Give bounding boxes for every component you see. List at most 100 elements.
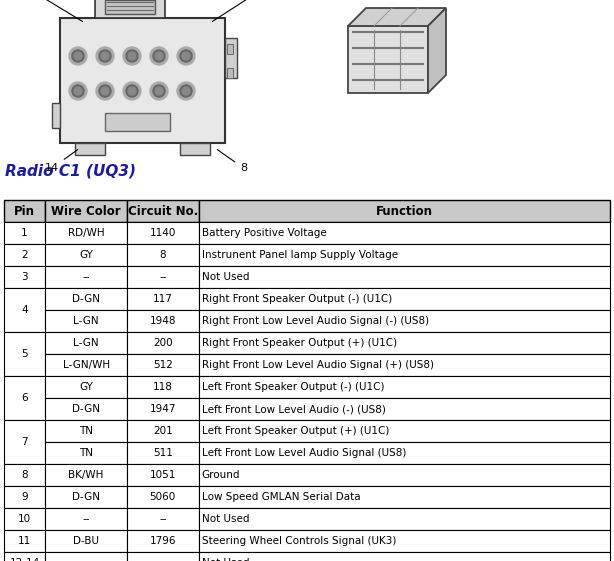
Circle shape [182, 87, 190, 95]
Circle shape [150, 82, 168, 100]
Text: 10: 10 [18, 514, 31, 524]
Text: Right Front Low Level Audio Signal (-) (US8): Right Front Low Level Audio Signal (-) (… [201, 316, 429, 326]
Bar [198, 266, 610, 288]
Bar [127, 288, 198, 310]
Circle shape [180, 85, 192, 97]
Text: Right Front Low Level Audio Signal (+) (US8): Right Front Low Level Audio Signal (+) (… [201, 360, 433, 370]
Text: Left Front Low Level Audio Signal (US8): Left Front Low Level Audio Signal (US8) [201, 448, 406, 458]
Bar [4, 464, 45, 486]
Text: 11: 11 [18, 536, 31, 546]
Bar [105, 0, 155, 14]
Circle shape [96, 82, 114, 100]
Bar [198, 200, 610, 222]
Circle shape [182, 52, 190, 60]
Text: --: -- [159, 272, 166, 282]
Bar [198, 354, 610, 376]
Bar [198, 244, 610, 266]
Bar [95, 0, 165, 18]
Text: 1947: 1947 [150, 404, 176, 414]
Text: 1140: 1140 [150, 228, 176, 238]
Circle shape [72, 85, 84, 97]
Bar [180, 143, 210, 155]
Text: Steering Wheel Controls Signal (UK3): Steering Wheel Controls Signal (UK3) [201, 536, 396, 546]
Bar [198, 288, 610, 310]
Text: L-GN/WH: L-GN/WH [63, 360, 110, 370]
Bar [45, 486, 127, 508]
Text: Radio C1 (UQ3): Radio C1 (UQ3) [5, 163, 136, 178]
Text: 511: 511 [153, 448, 173, 458]
Text: 1: 1 [21, 228, 28, 238]
Text: --: -- [159, 514, 166, 524]
Circle shape [101, 87, 109, 95]
Bar [4, 552, 45, 561]
Text: Wire Color: Wire Color [52, 205, 121, 218]
Text: 117: 117 [153, 294, 173, 304]
Circle shape [128, 52, 136, 60]
Bar [127, 420, 198, 442]
Text: Right Front Speaker Output (+) (U1C): Right Front Speaker Output (+) (U1C) [201, 338, 397, 348]
Circle shape [180, 50, 192, 62]
Bar [4, 222, 45, 244]
Text: Not Used: Not Used [201, 558, 249, 561]
Bar [198, 442, 610, 464]
Bar [45, 552, 127, 561]
Bar [127, 552, 198, 561]
Text: Low Speed GMLAN Serial Data: Low Speed GMLAN Serial Data [201, 492, 360, 502]
Bar [198, 398, 610, 420]
Circle shape [126, 85, 138, 97]
Text: 1: 1 [212, 0, 260, 21]
Text: --: -- [82, 514, 90, 524]
Text: --: -- [82, 558, 90, 561]
Bar [45, 442, 127, 464]
Bar [45, 530, 127, 552]
Text: 1796: 1796 [150, 536, 176, 546]
Text: GY: GY [79, 382, 93, 392]
Circle shape [150, 47, 168, 65]
Text: 14: 14 [45, 150, 78, 173]
Bar [4, 420, 45, 464]
Bar [60, 18, 225, 143]
Text: Pin: Pin [14, 205, 35, 218]
Bar [4, 486, 45, 508]
Bar [4, 200, 45, 222]
Bar [127, 354, 198, 376]
Bar [198, 530, 610, 552]
Text: BK/WH: BK/WH [68, 470, 104, 480]
Text: TN: TN [79, 426, 93, 436]
Text: 7: 7 [21, 437, 28, 447]
Circle shape [101, 52, 109, 60]
Circle shape [74, 87, 82, 95]
Bar [127, 442, 198, 464]
Text: 6: 6 [21, 393, 28, 403]
Bar [4, 288, 45, 332]
Bar [105, 113, 170, 131]
Bar [45, 508, 127, 530]
Text: 1948: 1948 [150, 316, 176, 326]
Polygon shape [428, 8, 446, 93]
Bar [225, 38, 237, 78]
Bar [198, 310, 610, 332]
Text: 200: 200 [153, 338, 173, 348]
Text: GY: GY [79, 250, 93, 260]
Bar [198, 332, 610, 354]
Text: 12-14: 12-14 [9, 558, 40, 561]
Bar [127, 398, 198, 420]
Text: Left Front Speaker Output (+) (U1C): Left Front Speaker Output (+) (U1C) [201, 426, 389, 436]
Bar [45, 398, 127, 420]
Bar [45, 222, 127, 244]
Bar [45, 464, 127, 486]
Text: 7: 7 [32, 0, 83, 21]
Bar [75, 143, 105, 155]
Text: 4: 4 [21, 305, 28, 315]
Bar [45, 288, 127, 310]
Text: D-GN: D-GN [72, 492, 100, 502]
Bar [127, 310, 198, 332]
Text: D-GN: D-GN [72, 404, 100, 414]
Bar [227, 68, 233, 78]
Bar [198, 376, 610, 398]
Text: 201: 201 [153, 426, 173, 436]
Text: 8: 8 [160, 250, 166, 260]
Text: 2: 2 [21, 250, 28, 260]
Text: 118: 118 [153, 382, 173, 392]
Text: Left Front Low Level Audio (-) (US8): Left Front Low Level Audio (-) (US8) [201, 404, 386, 414]
